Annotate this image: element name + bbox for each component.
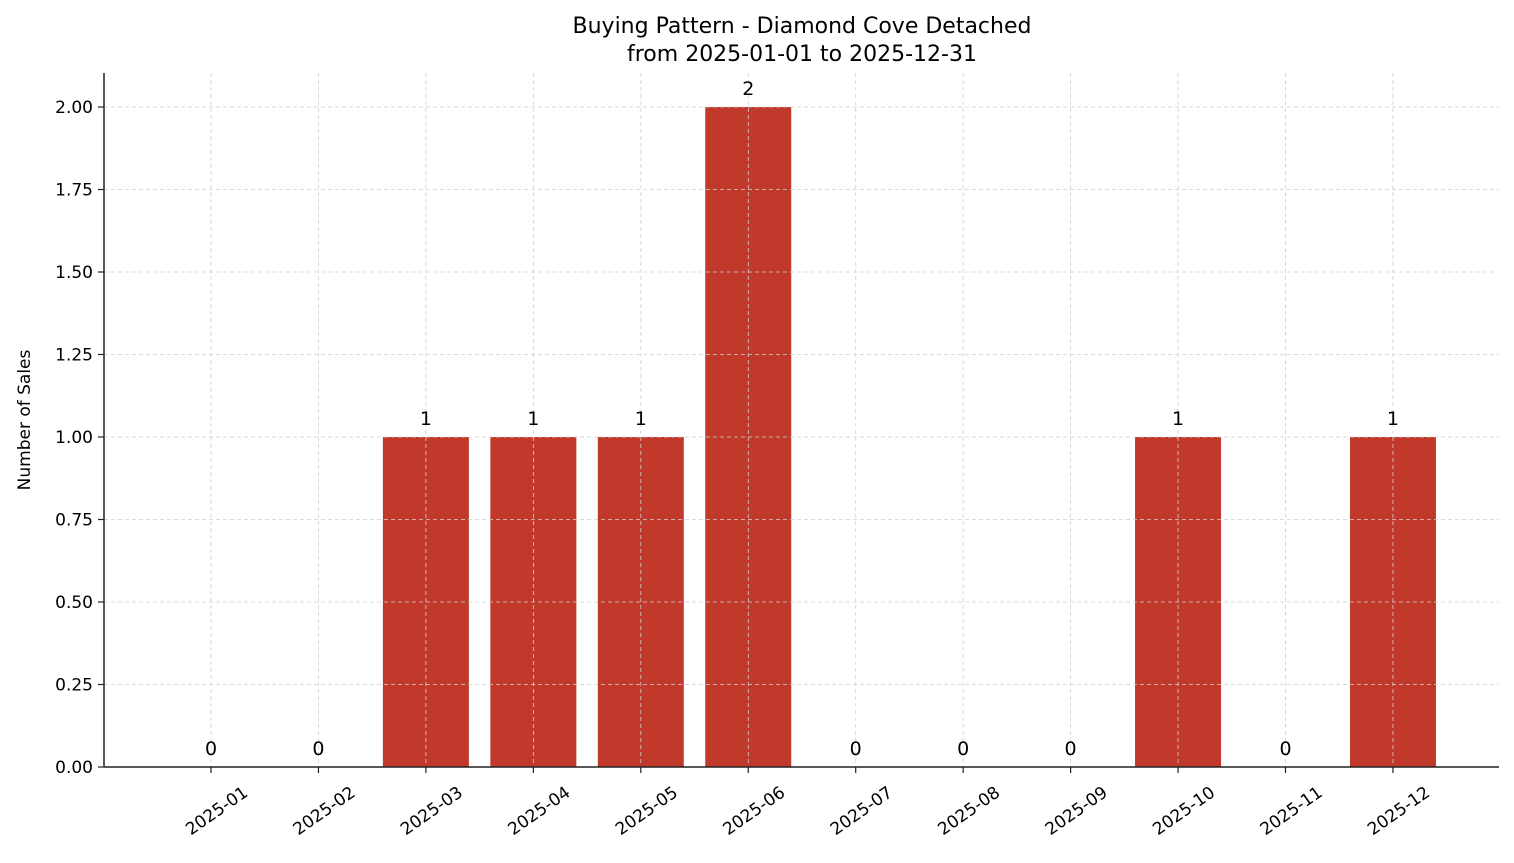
chart-title: Buying Pattern - Diamond Cove Detached xyxy=(573,14,1032,39)
bar-value-label: 0 xyxy=(312,738,324,760)
y-tick-label: 0.00 xyxy=(55,758,93,778)
bar-value-label: 0 xyxy=(1065,738,1077,760)
y-tick-label: 0.25 xyxy=(55,676,93,696)
grid-lines xyxy=(104,73,1499,768)
x-tick-label: 2025-12 xyxy=(1364,783,1434,840)
y-axis-ticks: 0.00 0.25 0.50 0.75 1.00 1.25 1.50 1.75 2.00 xyxy=(55,98,104,778)
x-axis-ticks: 2025-01 2025-02 2025-03 2025-04 2025-05 2025-… xyxy=(182,767,1434,840)
x-tick-label: 2025-01 xyxy=(182,783,252,840)
x-tick-label: 2025-11 xyxy=(1257,783,1327,840)
x-tick-label: 2025-08 xyxy=(934,783,1004,840)
bar-value-label: 0 xyxy=(1279,738,1291,760)
bar-value-label: 0 xyxy=(957,738,969,760)
x-tick-label: 2025-03 xyxy=(397,783,467,840)
bar-value-label: 1 xyxy=(635,408,647,430)
bar-value-label: 1 xyxy=(527,408,539,430)
x-tick-label: 2025-09 xyxy=(1042,783,1112,840)
y-tick-label: 0.50 xyxy=(55,593,93,613)
y-tick-label: 1.00 xyxy=(55,428,93,448)
bar-value-label: 0 xyxy=(205,738,217,760)
bar-value-labels: 0 0 1 1 1 2 0 0 0 1 0 1 xyxy=(205,78,1399,760)
x-tick-label: 2025-07 xyxy=(827,783,897,840)
bar-value-label: 0 xyxy=(850,738,862,760)
bar-value-label: 1 xyxy=(1172,408,1184,430)
x-tick-label: 2025-06 xyxy=(719,783,789,840)
y-tick-label: 2.00 xyxy=(55,98,93,118)
bar-value-label: 1 xyxy=(420,408,432,430)
y-tick-label: 1.75 xyxy=(55,181,93,201)
y-tick-label: 0.75 xyxy=(55,511,93,531)
y-axis-label: Number of Sales xyxy=(15,349,35,490)
y-tick-label: 1.25 xyxy=(55,346,93,366)
x-tick-label: 2025-02 xyxy=(290,783,360,840)
x-tick-label: 2025-05 xyxy=(612,783,682,840)
x-tick-label: 2025-04 xyxy=(505,783,575,840)
chart-subtitle: from 2025-01-01 to 2025-12-31 xyxy=(627,42,977,67)
bar-value-label: 1 xyxy=(1387,408,1399,430)
bar-value-label: 2 xyxy=(742,78,754,100)
x-tick-label: 2025-10 xyxy=(1149,783,1219,840)
y-tick-label: 1.50 xyxy=(55,263,93,283)
